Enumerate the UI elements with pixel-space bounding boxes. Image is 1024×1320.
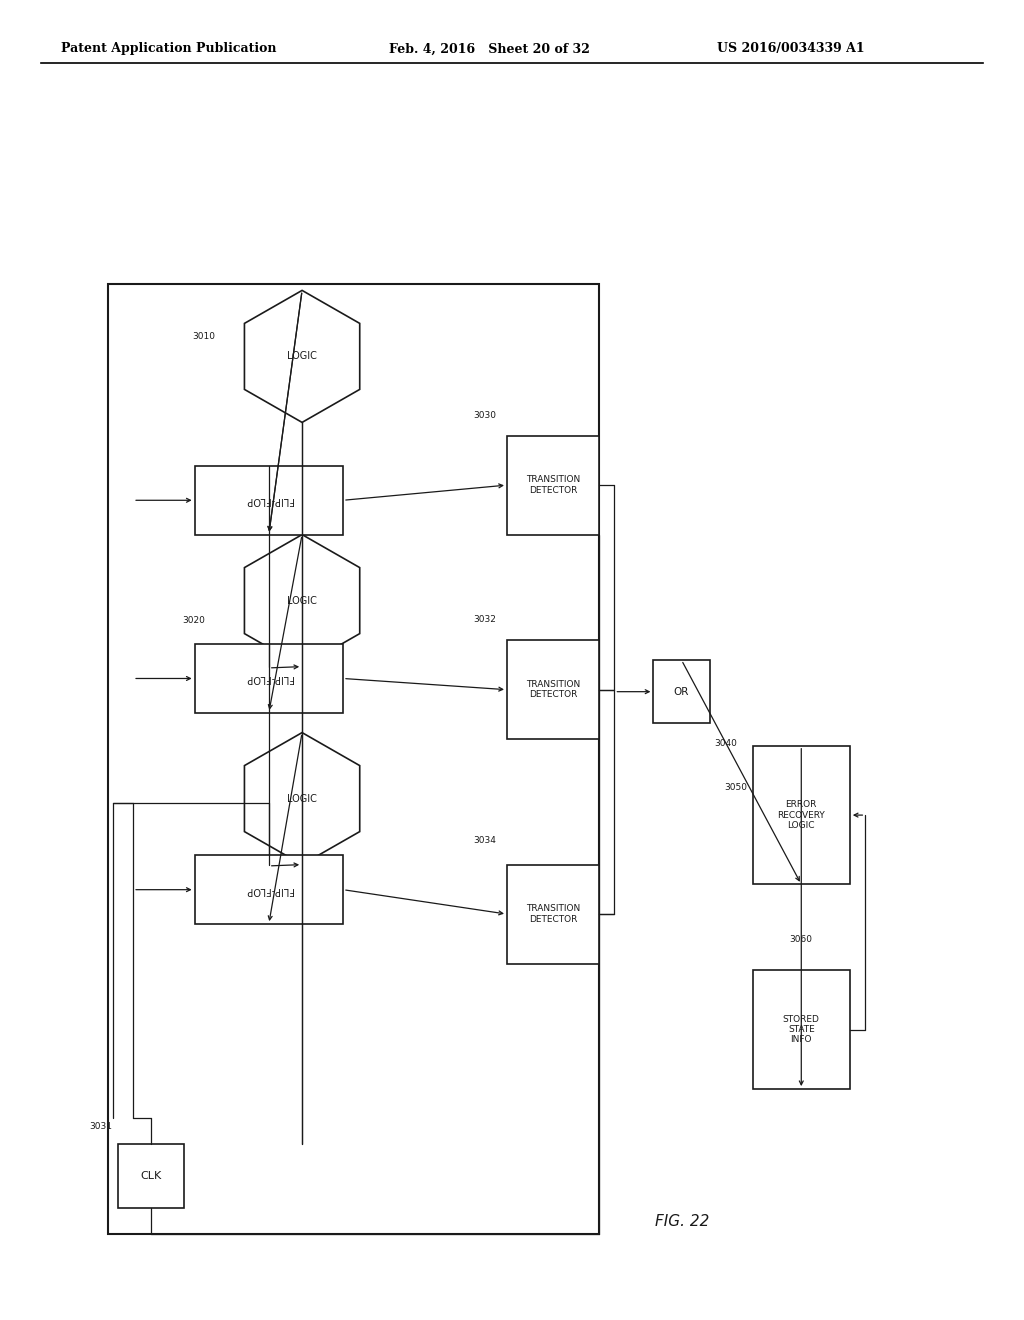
Text: 3050: 3050 [725, 783, 748, 792]
Text: 3060: 3060 [790, 935, 813, 944]
Text: 3034: 3034 [474, 836, 497, 845]
Text: Patent Application Publication: Patent Application Publication [61, 42, 276, 55]
Text: 3040: 3040 [715, 739, 737, 748]
Text: 3020: 3020 [182, 616, 205, 624]
Text: FLIP-FLOP: FLIP-FLOP [245, 673, 293, 684]
Text: TRANSITION
DETECTOR: TRANSITION DETECTOR [526, 904, 580, 924]
FancyBboxPatch shape [195, 644, 343, 713]
Text: TRANSITION
DETECTOR: TRANSITION DETECTOR [526, 475, 580, 495]
FancyBboxPatch shape [195, 466, 343, 535]
FancyBboxPatch shape [507, 436, 599, 535]
FancyBboxPatch shape [507, 865, 599, 964]
Polygon shape [245, 535, 359, 667]
Text: 3010: 3010 [193, 333, 215, 341]
Text: US 2016/0034339 A1: US 2016/0034339 A1 [717, 42, 864, 55]
Text: Feb. 4, 2016   Sheet 20 of 32: Feb. 4, 2016 Sheet 20 of 32 [389, 42, 590, 55]
FancyBboxPatch shape [507, 640, 599, 739]
FancyBboxPatch shape [753, 746, 850, 884]
Polygon shape [245, 733, 359, 865]
Text: 3031: 3031 [90, 1122, 113, 1131]
Text: ERROR
RECOVERY
LOGIC: ERROR RECOVERY LOGIC [777, 800, 825, 830]
Text: STORED
STATE
INFO: STORED STATE INFO [782, 1015, 820, 1044]
FancyBboxPatch shape [653, 660, 710, 723]
Text: FIG. 22: FIG. 22 [655, 1213, 710, 1229]
FancyBboxPatch shape [195, 855, 343, 924]
Polygon shape [245, 290, 359, 422]
Text: FLIP-FLOP: FLIP-FLOP [245, 495, 293, 506]
Text: LOGIC: LOGIC [287, 793, 317, 804]
Text: OR: OR [674, 686, 689, 697]
FancyBboxPatch shape [753, 970, 850, 1089]
Text: LOGIC: LOGIC [287, 351, 317, 362]
FancyBboxPatch shape [118, 1144, 184, 1208]
Text: CLK: CLK [140, 1171, 162, 1181]
Text: 3030: 3030 [474, 411, 497, 420]
Text: TRANSITION
DETECTOR: TRANSITION DETECTOR [526, 680, 580, 700]
Text: 3032: 3032 [474, 615, 497, 624]
Text: LOGIC: LOGIC [287, 595, 317, 606]
Text: FLIP-FLOP: FLIP-FLOP [245, 884, 293, 895]
